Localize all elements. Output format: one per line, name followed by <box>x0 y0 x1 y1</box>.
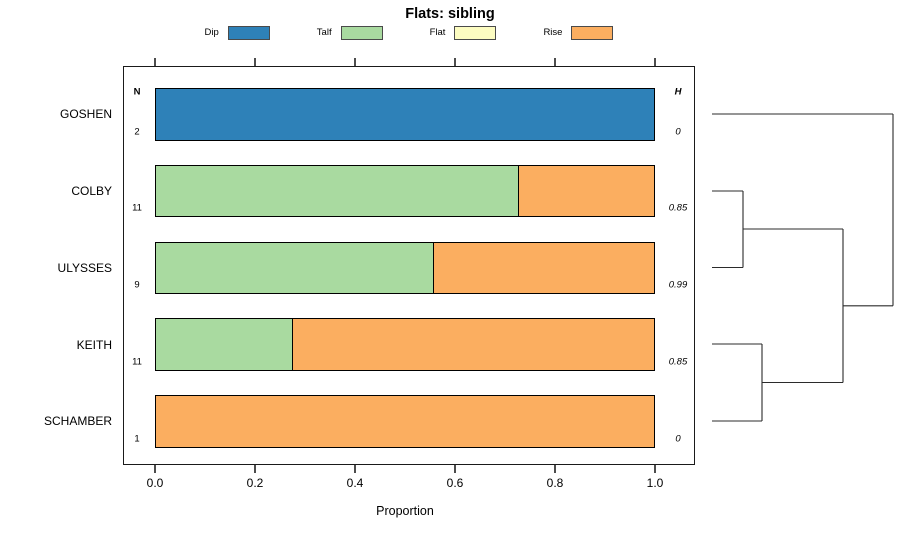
x-tick-label: 0.8 <box>546 476 564 490</box>
bar-keith <box>155 318 655 371</box>
h-value: 0.85 <box>668 202 688 214</box>
chart-legend: Dip Talf Flat Rise <box>123 24 695 41</box>
legend-label: Rise <box>543 27 563 38</box>
bar-segment-talf <box>156 319 292 370</box>
x-axis-tick-top <box>554 58 556 66</box>
x-tick-label: 0.2 <box>246 476 264 490</box>
x-tick-label: 0.4 <box>346 476 364 490</box>
bar-segment-talf <box>156 242 433 293</box>
bar-segment-rise <box>291 319 654 370</box>
legend-item-dip: Dip <box>204 25 270 40</box>
legend-label: Flat <box>429 27 446 38</box>
x-axis-tick-top <box>354 58 356 66</box>
legend-swatch <box>454 25 497 40</box>
bar-segment-rise <box>518 165 654 217</box>
bar-colby <box>155 164 655 218</box>
n-value: 11 <box>132 356 142 368</box>
x-axis-tick-top <box>454 58 456 66</box>
bar-segment-rise <box>156 396 654 447</box>
x-axis-tick-top <box>254 58 256 66</box>
h-value: 0 <box>675 433 681 444</box>
legend-swatch <box>340 25 383 40</box>
n-value: 9 <box>134 279 140 291</box>
x-tick-label: 0.0 <box>146 476 164 490</box>
category-label-goshen: GOSHEN <box>59 107 112 122</box>
legend-item-rise: Rise <box>543 25 614 40</box>
x-axis-tick-bottom <box>254 465 256 473</box>
bar-ulysses <box>155 241 655 294</box>
legend-swatch <box>571 25 614 40</box>
n-column-header: N <box>133 86 141 98</box>
x-axis-tick-bottom <box>554 465 556 473</box>
x-axis-title: Proportion <box>376 504 434 518</box>
n-value: 2 <box>134 126 140 137</box>
legend-item-flat: Flat <box>429 25 497 40</box>
h-value: 0 <box>675 126 681 137</box>
legend-item-talf: Talf <box>316 25 383 40</box>
n-value: 11 <box>132 202 142 214</box>
legend-label: Dip <box>204 27 219 38</box>
bar-segment-talf <box>156 165 519 217</box>
bar-segment-dip <box>156 89 654 140</box>
h-value: 0.99 <box>668 279 688 291</box>
plot-box <box>123 66 695 465</box>
x-axis-tick-top <box>154 58 156 66</box>
x-axis-tick-bottom <box>354 465 356 473</box>
x-tick-label: 1.0 <box>646 476 664 490</box>
bar-goshen <box>155 88 655 141</box>
legend-label: Talf <box>316 27 332 38</box>
x-axis-tick-top <box>654 58 656 66</box>
h-column-header: H <box>674 86 682 98</box>
legend-swatch <box>227 25 270 40</box>
x-tick-label: 0.6 <box>446 476 464 490</box>
x-axis-tick-bottom <box>654 465 656 473</box>
category-label-keith: KEITH <box>76 337 112 352</box>
category-label-colby: COLBY <box>71 184 112 198</box>
h-value: 0.85 <box>668 356 688 368</box>
x-axis-tick-bottom <box>454 465 456 473</box>
x-axis-tick-bottom <box>154 465 156 473</box>
bar-segment-rise <box>432 242 654 293</box>
category-label-schamber: SCHAMBER <box>43 414 112 429</box>
bar-schamber <box>155 395 655 448</box>
category-label-ulysses: ULYSSES <box>57 260 112 275</box>
n-value: 1 <box>134 433 140 444</box>
chart-title: Flats: sibling <box>405 6 495 22</box>
